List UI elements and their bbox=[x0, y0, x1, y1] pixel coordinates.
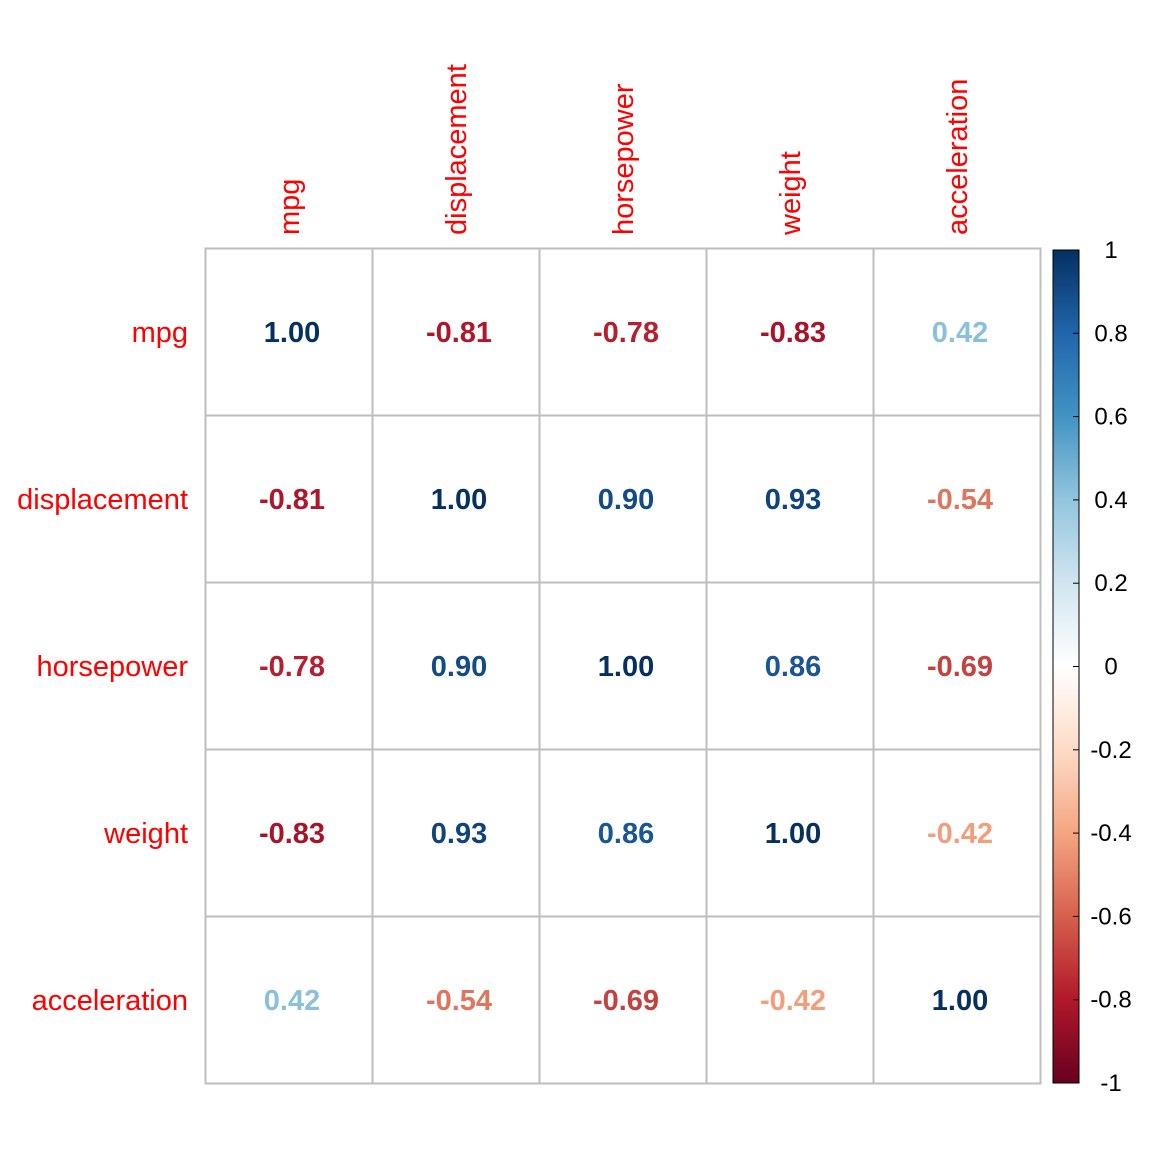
column-labels: mpg displacement horsepower weight accelerat… bbox=[274, 64, 974, 236]
correlation-values: 1.00 -0.81 -0.78 -0.83 0.42 -0.81 1.00 0.90 0.93… bbox=[259, 317, 993, 1017]
correlation-value-displacement-horsepower: 0.90 bbox=[598, 484, 654, 516]
row-label-horsepower: horsepower bbox=[36, 651, 188, 683]
grid-cell bbox=[705, 247, 875, 417]
colorbar-tick-label: -0.2 bbox=[1090, 737, 1131, 764]
correlation-value-mpg-horsepower: -0.78 bbox=[593, 317, 659, 349]
grid-cell bbox=[705, 581, 875, 751]
correlation-value-acceleration-displacement: -0.54 bbox=[426, 985, 492, 1017]
grid-cell bbox=[371, 581, 541, 751]
correlation-value-acceleration-weight: -0.42 bbox=[760, 985, 826, 1017]
grid-cell bbox=[204, 748, 374, 918]
correlation-value-horsepower-acceleration: -0.69 bbox=[927, 651, 993, 683]
grid-cell bbox=[538, 581, 708, 751]
correlation-value-displacement-mpg: -0.81 bbox=[259, 484, 325, 516]
row-label-displacement: displacement bbox=[17, 484, 188, 516]
correlation-value-weight-weight: 1.00 bbox=[765, 818, 821, 850]
correlation-value-horsepower-displacement: 0.90 bbox=[431, 651, 487, 683]
colorbar-tick-label: 0.8 bbox=[1094, 320, 1127, 347]
grid-cell bbox=[204, 414, 374, 584]
colorbar-tick-label: -0.8 bbox=[1090, 987, 1131, 1014]
grid-cell bbox=[872, 748, 1042, 918]
column-label-displacement: displacement bbox=[441, 64, 473, 235]
colorbar-tick-label: 1 bbox=[1104, 237, 1117, 264]
colorbar-tick-label: 0 bbox=[1104, 654, 1117, 681]
grid-cell bbox=[872, 915, 1042, 1085]
correlation-value-mpg-mpg: 1.00 bbox=[264, 317, 320, 349]
grid-cell bbox=[705, 748, 875, 918]
grid-cell bbox=[872, 247, 1042, 417]
column-label-mpg: mpg bbox=[274, 179, 306, 235]
grid-cell bbox=[371, 247, 541, 417]
correlation-value-weight-acceleration: -0.42 bbox=[927, 818, 993, 850]
row-labels: mpg displacement horsepower weight accelerat… bbox=[17, 317, 188, 1017]
grid-cell bbox=[371, 748, 541, 918]
correlation-value-displacement-weight: 0.93 bbox=[765, 484, 821, 516]
grid-cell bbox=[204, 915, 374, 1085]
grid-cell bbox=[538, 915, 708, 1085]
correlation-value-weight-mpg: -0.83 bbox=[259, 818, 325, 850]
color-legend: 1 0.8 0.6 0.4 0.2 0 -0.2 -0.4 -0.6 -0.8 -1 bbox=[1052, 237, 1132, 1097]
correlation-value-mpg-acceleration: 0.42 bbox=[932, 317, 988, 349]
row-label-weight: weight bbox=[103, 818, 188, 850]
correlation-value-mpg-weight: -0.83 bbox=[760, 317, 826, 349]
grid-cell bbox=[204, 247, 374, 417]
column-label-horsepower: horsepower bbox=[608, 83, 640, 235]
row-label-mpg: mpg bbox=[132, 317, 188, 349]
grid-cell bbox=[872, 581, 1042, 751]
grid-cell bbox=[538, 247, 708, 417]
correlation-value-displacement-displacement: 1.00 bbox=[431, 484, 487, 516]
correlation-value-acceleration-acceleration: 1.00 bbox=[932, 985, 988, 1017]
grid-cell bbox=[872, 414, 1042, 584]
correlation-value-horsepower-mpg: -0.78 bbox=[259, 651, 325, 683]
grid-cell bbox=[538, 414, 708, 584]
row-label-acceleration: acceleration bbox=[32, 985, 188, 1017]
colorbar-tick-label: 0.4 bbox=[1094, 487, 1127, 514]
grid-cell bbox=[538, 748, 708, 918]
correlation-value-weight-horsepower: 0.86 bbox=[598, 818, 654, 850]
correlation-value-horsepower-weight: 0.86 bbox=[765, 651, 821, 683]
column-label-acceleration: acceleration bbox=[942, 79, 974, 235]
colorbar-tick-label: -1 bbox=[1100, 1070, 1121, 1097]
column-label-weight: weight bbox=[775, 151, 807, 236]
correlation-value-acceleration-horsepower: -0.69 bbox=[593, 985, 659, 1017]
correlation-value-displacement-acceleration: -0.54 bbox=[927, 484, 993, 516]
correlation-value-weight-displacement: 0.93 bbox=[431, 818, 487, 850]
correlation-value-mpg-displacement: -0.81 bbox=[426, 317, 492, 349]
grid-cell bbox=[371, 915, 541, 1085]
colorbar-tick-label: 0.6 bbox=[1094, 404, 1127, 431]
colorbar-tick-label: -0.6 bbox=[1090, 903, 1131, 930]
colorbar-tick-label: 0.2 bbox=[1094, 570, 1127, 597]
correlation-grid bbox=[204, 247, 1042, 1085]
correlation-value-horsepower-horsepower: 1.00 bbox=[598, 651, 654, 683]
correlation-value-acceleration-mpg: 0.42 bbox=[264, 985, 320, 1017]
colorbar-tick-label: -0.4 bbox=[1090, 820, 1131, 847]
